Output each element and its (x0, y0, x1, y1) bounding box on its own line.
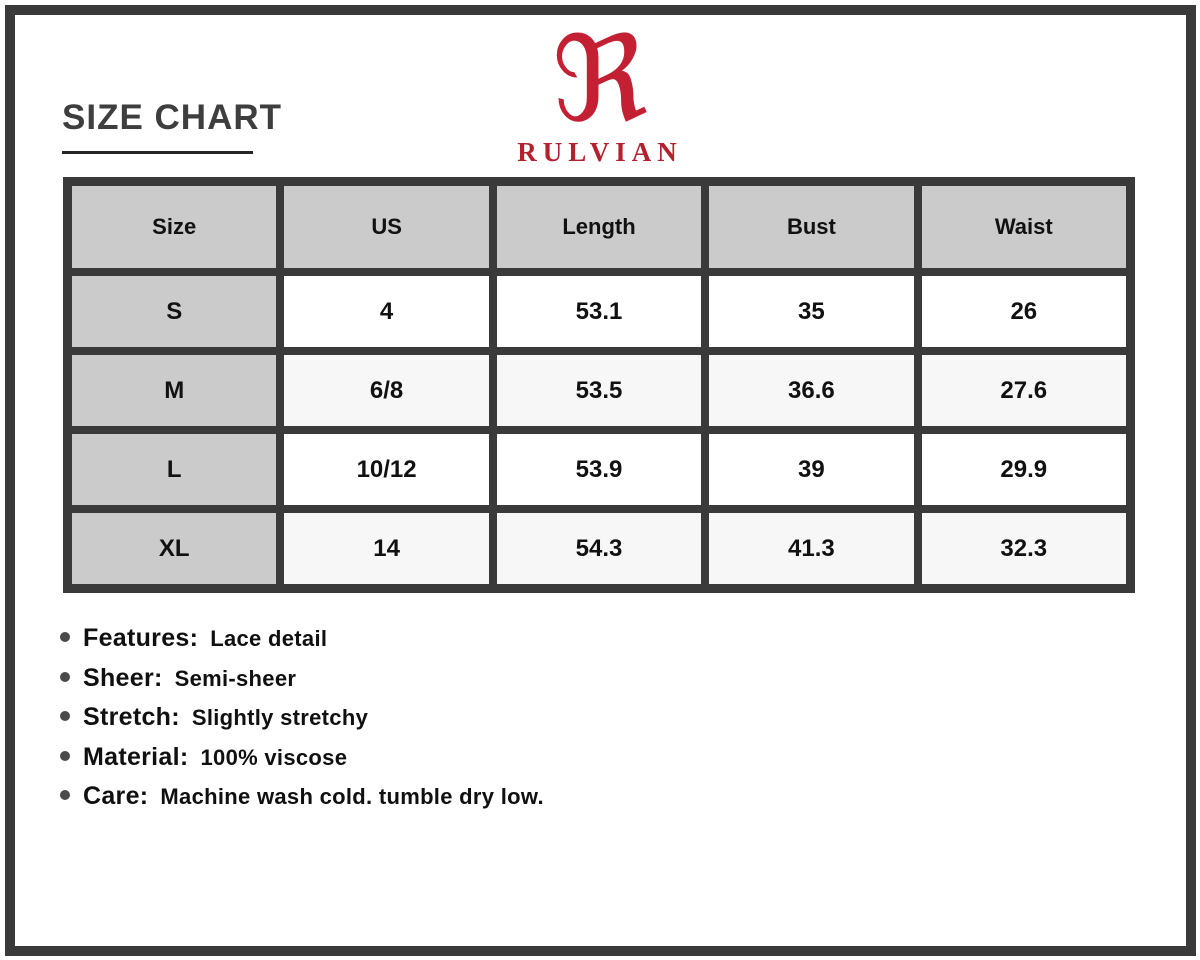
table-cell: 27.6 (921, 355, 1126, 426)
column-header-us: US (284, 186, 489, 268)
detail-item-sheer: Sheer: Semi-sheer (60, 664, 544, 704)
table-cell: 10/12 (284, 434, 489, 505)
table-cell: 54.3 (496, 513, 702, 584)
bullet-icon (60, 750, 70, 761)
column-header-bust: Bust (709, 186, 914, 268)
bullet-icon (60, 790, 70, 800)
table-cell: 53.5 (496, 355, 702, 426)
table-cell: 4 (284, 276, 489, 347)
detail-label: Features: (83, 624, 199, 652)
detail-label: Care: (83, 782, 149, 810)
title-underline (62, 151, 253, 154)
bullet-icon (60, 632, 70, 642)
detail-value: Semi-sheer (174, 665, 297, 691)
table-cell: 53.1 (496, 276, 702, 347)
detail-label: Material: (83, 742, 189, 771)
product-details-list: Features: Lace detail Sheer: Semi-sheer … (60, 624, 544, 822)
table-cell: 53.9 (496, 434, 702, 505)
bullet-icon (60, 711, 70, 721)
size-cell: XL (72, 513, 277, 584)
table-cell: 36.6 (709, 355, 914, 426)
detail-item-material: Material: 100% viscose (60, 743, 544, 783)
table-cell: 32.3 (921, 513, 1126, 584)
page-title: SIZE CHART (62, 98, 282, 137)
detail-label: Sheer: (83, 663, 163, 692)
table-cell: 41.3 (709, 513, 914, 584)
size-chart-table: Size US Length Bust Waist S 4 53.1 35 26… (63, 177, 1135, 593)
table-cell: 29.9 (921, 434, 1126, 505)
column-header-size: Size (72, 186, 277, 268)
table-cell: 6/8 (284, 355, 489, 426)
table-cell: 39 (709, 434, 914, 505)
detail-value: Machine wash cold. tumble dry low. (160, 784, 544, 809)
size-cell: S (72, 276, 277, 347)
detail-value: Slightly stretchy (191, 705, 369, 730)
detail-value: 100% viscose (200, 744, 348, 770)
size-cell: M (72, 355, 277, 426)
table-cell: 35 (709, 276, 914, 347)
detail-item-stretch: Stretch: Slightly stretchy (60, 703, 544, 743)
table-cell: 26 (921, 276, 1126, 347)
brand-logo-r-icon: ℜ (551, 10, 649, 148)
brand-name: RULVIAN (517, 136, 683, 167)
detail-item-care: Care: Machine wash cold. tumble dry low. (60, 782, 544, 822)
detail-value: Lace detail (210, 626, 328, 651)
column-header-waist: Waist (921, 186, 1126, 268)
title-block: SIZE CHART (62, 98, 282, 154)
bullet-icon (60, 671, 70, 682)
brand-logo: ℜ RULVIAN (0, 10, 1200, 168)
column-header-length: Length (496, 186, 702, 268)
size-cell: L (72, 434, 277, 505)
detail-label: Stretch: (83, 703, 180, 731)
detail-item-features: Features: Lace detail (60, 624, 544, 664)
table-cell: 14 (284, 513, 489, 584)
